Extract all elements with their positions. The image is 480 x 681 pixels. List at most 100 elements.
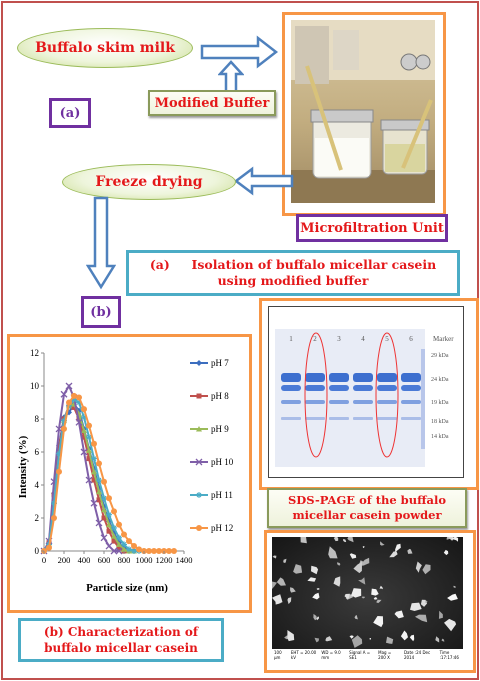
sem-particle bbox=[287, 630, 295, 642]
gel-lane-label: 3 bbox=[337, 335, 341, 343]
sem-particle bbox=[371, 588, 379, 596]
chart-data-point bbox=[91, 440, 97, 447]
chart-data-point bbox=[96, 488, 102, 495]
sem-particle bbox=[337, 562, 341, 566]
chart-y-label: Intensity (%) bbox=[17, 435, 29, 498]
gel-band-faint bbox=[281, 417, 301, 420]
chart-data-point bbox=[111, 533, 117, 539]
chart-data-point bbox=[101, 506, 107, 513]
gel-band-faint bbox=[401, 417, 421, 420]
legend-label: pH 12 bbox=[211, 523, 233, 533]
gel-band-faint bbox=[377, 417, 397, 420]
caption-a-box: (a) Isolation of buffalo micellar casein… bbox=[126, 250, 460, 296]
chart-data-point bbox=[156, 548, 162, 554]
skim-milk-label: Buffalo skim milk bbox=[35, 40, 175, 56]
gel-lane-label: 4 bbox=[361, 335, 365, 343]
gel-band-faint bbox=[329, 400, 349, 404]
gel-band-minor bbox=[353, 385, 373, 391]
chart-data-point bbox=[71, 392, 77, 399]
sem-particle bbox=[333, 576, 341, 587]
chart-y-tick-label: 2 bbox=[35, 513, 40, 523]
caption-a-label: (a) bbox=[149, 257, 170, 272]
sem-particle bbox=[410, 602, 422, 611]
legend-label: pH 7 bbox=[211, 358, 229, 368]
modified-buffer-label: Modified Buffer bbox=[154, 95, 270, 111]
gel-band-faint bbox=[353, 417, 373, 420]
chart-frame bbox=[7, 334, 252, 613]
label-a: (a) bbox=[59, 105, 81, 121]
chart-data-point bbox=[111, 524, 117, 531]
legend-marker bbox=[196, 525, 202, 531]
sem-particle bbox=[443, 549, 449, 556]
sem-image: 100 μm EHT = 20.00 kV WD = 9.0 mm Signal… bbox=[272, 537, 463, 661]
legend-marker bbox=[196, 360, 202, 366]
microfiltration-label-box: Microfiltration Unit bbox=[296, 214, 448, 242]
sem-particle bbox=[395, 543, 401, 553]
gel-band-major bbox=[353, 373, 373, 382]
chart-data-point bbox=[131, 543, 137, 550]
arrow-left bbox=[234, 166, 294, 196]
chart-data-point bbox=[166, 548, 172, 554]
chart-data-point bbox=[121, 546, 127, 552]
gel-marker-size: 19 kDa bbox=[431, 400, 449, 406]
chart-data-point bbox=[51, 515, 57, 521]
gel-lane-label: 1 bbox=[289, 335, 293, 343]
chart-data-point bbox=[61, 425, 67, 432]
sem-particle bbox=[361, 596, 365, 599]
sem-eht: EHT = 20.00 kV bbox=[290, 650, 317, 660]
gel-band-faint bbox=[305, 400, 325, 404]
legend-label: pH 10 bbox=[211, 457, 234, 467]
label-b: (b) bbox=[90, 304, 112, 320]
label-b-box: (b) bbox=[81, 296, 121, 328]
sem-particle bbox=[386, 636, 394, 644]
chart-data-point bbox=[85, 476, 93, 484]
gel-band-minor bbox=[329, 385, 349, 391]
chart-data-point bbox=[96, 477, 102, 484]
sem-particle bbox=[376, 599, 382, 604]
chart-x-tick-label: 200 bbox=[58, 555, 71, 565]
gel-lane-label: 6 bbox=[409, 335, 413, 343]
chart-data-point bbox=[61, 417, 67, 424]
gel-band-faint bbox=[353, 400, 373, 404]
gel-lane-label: 2 bbox=[313, 335, 317, 343]
legend-label: pH 9 bbox=[211, 424, 229, 434]
chart-x-tick-label: 1200 bbox=[156, 555, 173, 565]
gel-band-major bbox=[305, 373, 325, 382]
chart-data-point bbox=[81, 406, 87, 413]
sem-particle bbox=[316, 588, 320, 590]
chart-data-point bbox=[81, 414, 87, 421]
chart-data-point bbox=[116, 541, 122, 547]
sem-particle bbox=[349, 635, 354, 639]
gel-background bbox=[275, 329, 425, 467]
sem-particle bbox=[420, 599, 428, 607]
chart-data-point bbox=[106, 511, 112, 518]
caption-b-box: (b) Characterization of buffalo micellar… bbox=[18, 618, 224, 662]
gel-band-faint bbox=[305, 417, 325, 420]
chart-x-tick-label: 0 bbox=[42, 555, 46, 565]
sem-particle bbox=[307, 577, 317, 582]
sem-particle bbox=[369, 638, 371, 640]
chart-x-tick-label: 1000 bbox=[136, 555, 153, 565]
gel-marker-size: 14 kDa bbox=[431, 434, 449, 440]
sem-particle bbox=[316, 616, 319, 621]
sem-wd: WD = 9.0 mm bbox=[321, 650, 341, 660]
sem-particle bbox=[349, 553, 357, 559]
sem-particle bbox=[333, 537, 339, 542]
gel-band-major bbox=[329, 373, 349, 382]
particle-size-chart: 0 2 4 6 8 10 12 0 200 400 600 800 1000 1200 1400 Parti… bbox=[17, 348, 234, 594]
gel-band-minor bbox=[281, 385, 301, 391]
sem-particle bbox=[272, 594, 283, 605]
sem-footer: 100 μm EHT = 20.00 kV WD = 9.0 mm Signal… bbox=[272, 649, 463, 661]
sem-particle bbox=[351, 635, 363, 648]
sem-particle bbox=[407, 548, 413, 554]
sem-particle bbox=[415, 561, 422, 573]
chart-data-point bbox=[146, 548, 152, 554]
microfiltration-label: Microfiltration Unit bbox=[300, 220, 444, 236]
chart-x-label: Particle size (nm) bbox=[86, 582, 168, 594]
chart-y-tick-label: 0 bbox=[35, 546, 40, 556]
sem-particle bbox=[444, 618, 457, 632]
sem-particle bbox=[300, 537, 307, 544]
gel-lane-label: 5 bbox=[385, 335, 389, 343]
chart-data-point bbox=[56, 450, 62, 457]
chart-data-point bbox=[151, 548, 157, 554]
